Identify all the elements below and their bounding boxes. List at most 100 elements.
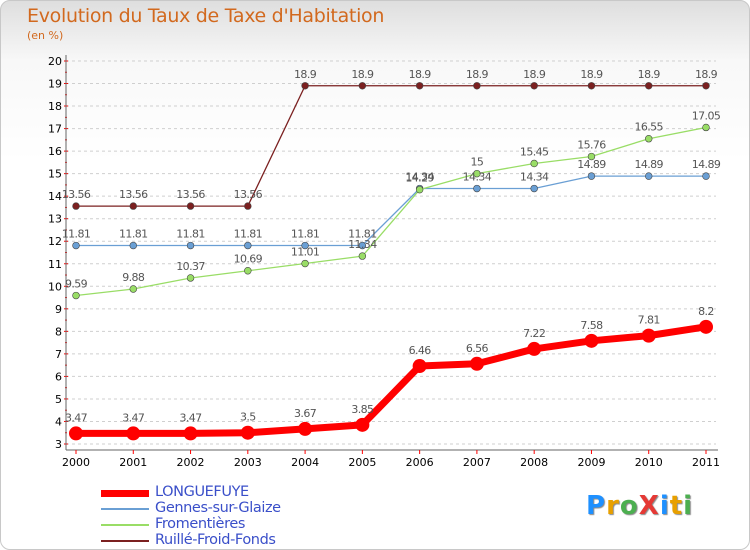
- data-label: 18.9: [409, 68, 432, 81]
- x-tick-label: 2003: [234, 456, 262, 469]
- data-label: 11.81: [62, 228, 91, 241]
- data-point: [186, 202, 195, 210]
- data-point: [126, 426, 141, 441]
- y-tick-label: 10: [48, 280, 62, 293]
- data-point: [129, 241, 137, 250]
- data-point: [702, 82, 710, 90]
- series-group: [69, 82, 713, 441]
- legend-item: Ruillé-Froid-Fonds: [101, 532, 401, 549]
- y-tick-label: 7: [55, 348, 62, 361]
- y-tick-label: 6: [55, 370, 62, 383]
- data-point: [301, 241, 309, 250]
- data-label: 9.88: [122, 271, 145, 284]
- data-label: 14.34: [463, 171, 492, 184]
- x-tick-label: 2008: [520, 456, 548, 469]
- data-point: [129, 285, 137, 293]
- data-point: [183, 426, 198, 441]
- data-point: [584, 333, 599, 348]
- y-tick-label: 20: [48, 55, 62, 68]
- data-point: [358, 82, 367, 90]
- y-tick-label: 8: [55, 325, 62, 338]
- chart-title: Evolution du Taux de Taxe d'Habitation: [27, 5, 385, 27]
- data-point: [641, 328, 656, 343]
- data-label: 6.56: [466, 342, 489, 355]
- data-point: [702, 172, 710, 180]
- data-labels: 13.56 13.56 13.56 13.56 18.9 18.9 18.9 18.9 18.9…: [62, 68, 722, 425]
- legend-swatch: [101, 508, 149, 510]
- data-point: [527, 341, 542, 356]
- legend-item: Gennes-sur-Glaize: [101, 500, 401, 517]
- data-label: 3.85: [351, 403, 374, 416]
- data-label: 15.76: [577, 139, 606, 152]
- series-line: [76, 323, 707, 437]
- data-label: 16.55: [634, 121, 663, 134]
- proxiti-logo: ProXiti: [586, 491, 693, 521]
- data-label: 11.81: [234, 228, 263, 241]
- data-point: [72, 291, 80, 300]
- data-point: [301, 259, 309, 268]
- legend-label: Ruillé-Froid-Fonds: [155, 532, 276, 548]
- data-point: [473, 184, 481, 193]
- data-label: 7.81: [638, 314, 660, 327]
- data-point: [530, 159, 538, 168]
- x-tick-label: 2009: [577, 456, 605, 469]
- y-tick-label: 17: [48, 123, 62, 136]
- data-point: [645, 135, 653, 143]
- y-tick-label: 16: [48, 145, 62, 158]
- y-tick-label: 14: [48, 190, 62, 203]
- series-line: [76, 175, 706, 247]
- data-label: 15.45: [520, 146, 549, 159]
- data-point: [69, 426, 83, 441]
- data-point: [244, 241, 252, 250]
- data-point: [530, 82, 538, 90]
- data-label: 14.89: [634, 158, 663, 171]
- data-label: 18.9: [580, 68, 603, 81]
- data-point: [473, 169, 481, 178]
- data-label: 8.2: [698, 305, 714, 318]
- y-tick-label: 9: [55, 303, 62, 316]
- data-label: 18.9: [695, 68, 718, 81]
- data-label: 3.47: [122, 411, 145, 424]
- data-label: 14.29: [405, 172, 434, 185]
- series-line: [75, 126, 707, 297]
- data-label: 11.81: [176, 228, 205, 241]
- y-tick-label: 13: [48, 213, 62, 226]
- data-label: 3.47: [179, 411, 202, 424]
- data-label: 14.34: [405, 171, 434, 184]
- legend-swatch: [101, 490, 149, 497]
- y-tick-label: 11: [48, 258, 62, 271]
- data-point: [72, 241, 80, 250]
- x-tick-label: 2002: [177, 456, 205, 469]
- legend-item: Fromentières: [101, 516, 401, 533]
- data-label: 3.5: [240, 411, 256, 424]
- y-unit-label: (en %): [27, 29, 64, 42]
- data-label: 6.46: [409, 344, 432, 357]
- data-label: 9.59: [65, 278, 88, 291]
- data-point: [301, 82, 309, 90]
- x-tick-label: 2000: [62, 456, 90, 469]
- data-point: [244, 267, 252, 275]
- data-label: 10.37: [176, 260, 205, 273]
- data-point: [186, 274, 195, 282]
- data-label: 10.69: [234, 253, 263, 266]
- logo-letter: i: [659, 491, 670, 521]
- y-tick-label: 3: [55, 438, 62, 451]
- legend-label: Gennes-sur-Glaize: [155, 500, 281, 516]
- data-label: 13.56: [176, 188, 205, 201]
- data-label: 18.9: [523, 68, 546, 81]
- legend-label: LONGUEFUYE: [155, 484, 249, 500]
- data-label: 13.56: [62, 188, 91, 201]
- legend-item: LONGUEFUYE: [101, 484, 401, 501]
- data-point: [129, 202, 137, 210]
- y-tick-label: 4: [55, 415, 62, 428]
- data-point: [587, 82, 596, 90]
- logo-letter: i: [683, 491, 694, 521]
- data-point: [702, 123, 710, 132]
- x-tick-label: 2007: [463, 456, 491, 469]
- data-point: [587, 152, 596, 161]
- data-label: 3.67: [294, 407, 317, 420]
- legend-swatch: [101, 524, 149, 526]
- data-point: [72, 202, 80, 210]
